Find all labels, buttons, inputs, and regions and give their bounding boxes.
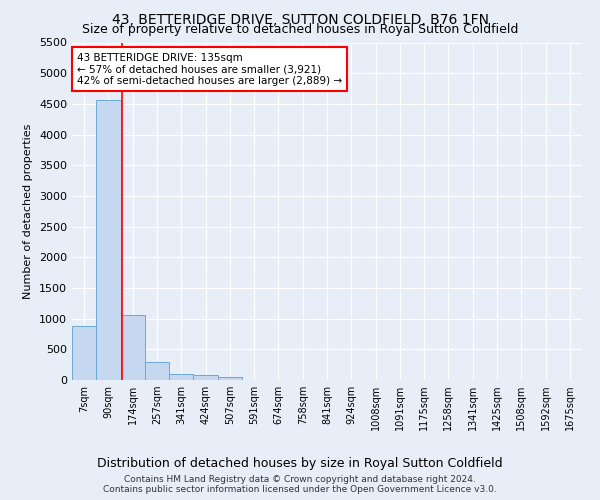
Bar xyxy=(145,362,169,380)
Text: Size of property relative to detached houses in Royal Sutton Coldfield: Size of property relative to detached ho… xyxy=(82,22,518,36)
Bar xyxy=(218,377,242,380)
Text: Distribution of detached houses by size in Royal Sutton Coldfield: Distribution of detached houses by size … xyxy=(97,458,503,470)
Bar xyxy=(96,100,121,380)
Bar xyxy=(169,374,193,380)
Bar xyxy=(72,326,96,380)
Y-axis label: Number of detached properties: Number of detached properties xyxy=(23,124,34,299)
Bar xyxy=(121,315,145,380)
Text: 43, BETTERIDGE DRIVE, SUTTON COLDFIELD, B76 1FN: 43, BETTERIDGE DRIVE, SUTTON COLDFIELD, … xyxy=(112,12,488,26)
Text: 43 BETTERIDGE DRIVE: 135sqm
← 57% of detached houses are smaller (3,921)
42% of : 43 BETTERIDGE DRIVE: 135sqm ← 57% of det… xyxy=(77,52,342,86)
Bar xyxy=(193,375,218,380)
Text: Contains HM Land Registry data © Crown copyright and database right 2024.
Contai: Contains HM Land Registry data © Crown c… xyxy=(103,474,497,494)
